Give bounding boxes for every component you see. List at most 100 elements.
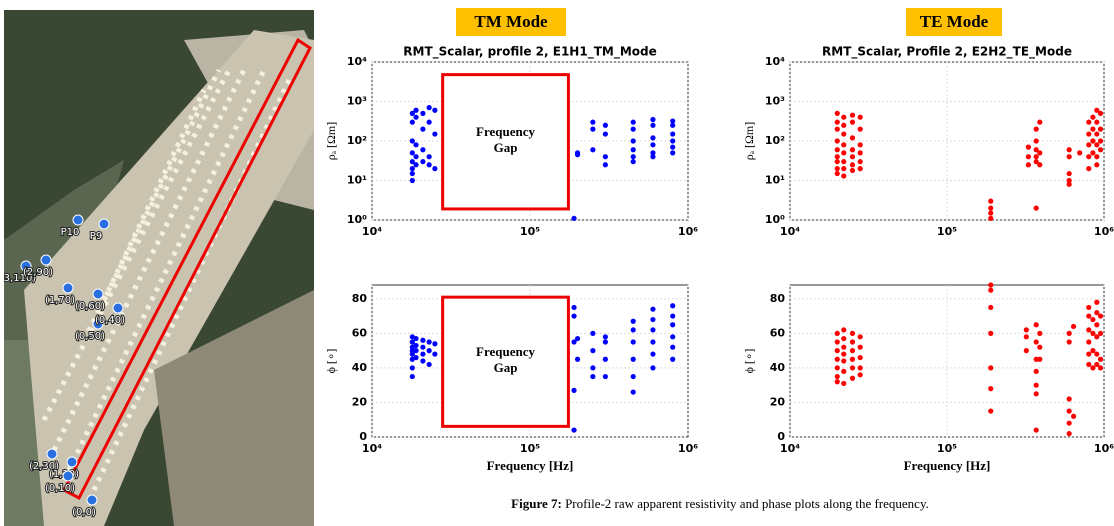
point [835, 154, 840, 159]
point [670, 138, 675, 143]
point [1094, 322, 1099, 327]
x-tick-label: 10⁴ [780, 225, 800, 238]
y-tick-label: 10² [347, 134, 367, 147]
point [1034, 322, 1039, 327]
annotation: Frequency [476, 344, 535, 359]
point [850, 120, 855, 125]
point [427, 105, 432, 110]
point [1094, 162, 1099, 167]
point [650, 339, 655, 344]
point [1067, 154, 1072, 159]
point [1034, 427, 1039, 432]
point [1067, 408, 1072, 413]
point [1024, 348, 1029, 353]
point [1071, 324, 1076, 329]
point [1067, 431, 1072, 436]
point [590, 348, 595, 353]
point [650, 117, 655, 122]
y-tick-label: 80 [352, 292, 368, 305]
point [410, 120, 415, 125]
point [841, 150, 846, 155]
x-tick-label: 10⁶ [1094, 225, 1114, 238]
point [850, 162, 855, 167]
point [988, 210, 993, 215]
point [858, 115, 863, 120]
point [841, 173, 846, 178]
point [1086, 313, 1091, 318]
point [988, 386, 993, 391]
point [858, 127, 863, 132]
point [835, 339, 840, 344]
x-tick-label: 10⁴ [362, 225, 382, 238]
point [603, 339, 608, 344]
caption-label: Figure 7: [511, 496, 562, 511]
y-tick-label: 10³ [765, 95, 785, 108]
point [835, 365, 840, 370]
x-tick-label: 10⁵ [520, 442, 540, 455]
point [1037, 162, 1042, 167]
point [650, 135, 655, 140]
point [1098, 365, 1103, 370]
point [850, 168, 855, 173]
point [1037, 120, 1042, 125]
point [1086, 305, 1091, 310]
point [1077, 150, 1082, 155]
point [432, 351, 437, 356]
y-tick-label: 10⁰ [347, 213, 367, 226]
point [1086, 327, 1091, 332]
point [858, 345, 863, 350]
point [432, 108, 437, 113]
point [631, 389, 636, 394]
y-tick-label: 10⁴ [765, 55, 785, 68]
annotation: Gap [494, 360, 518, 375]
y-axis-label: ϕ [∘] [742, 349, 756, 374]
point [1094, 131, 1099, 136]
point [420, 111, 425, 116]
point [1098, 147, 1103, 152]
y-tick-label: 60 [770, 326, 786, 339]
y-tick-label: 0 [359, 430, 367, 443]
point [650, 123, 655, 128]
point [835, 127, 840, 132]
point [1034, 206, 1039, 211]
point [1094, 142, 1099, 147]
point [650, 317, 655, 322]
point [1037, 345, 1042, 350]
point [850, 376, 855, 381]
point [1090, 365, 1095, 370]
point [1090, 138, 1095, 143]
point [575, 152, 580, 157]
point [420, 345, 425, 350]
point [1094, 300, 1099, 305]
point [650, 142, 655, 147]
point [1067, 421, 1072, 426]
point [858, 159, 863, 164]
point [420, 159, 425, 164]
point [841, 351, 846, 356]
point [835, 111, 840, 116]
point [631, 357, 636, 362]
point [590, 127, 595, 132]
x-tick-label: 10⁵ [937, 225, 957, 238]
point [858, 365, 863, 370]
y-axis-label: ϕ [∘] [324, 349, 338, 374]
point [858, 142, 863, 147]
point [1090, 127, 1095, 132]
point [420, 338, 425, 343]
point [835, 171, 840, 176]
point [650, 327, 655, 332]
point [631, 319, 636, 324]
point [631, 147, 636, 152]
y-tick-label: 10⁰ [765, 213, 785, 226]
point [432, 131, 437, 136]
point [988, 365, 993, 370]
point [427, 339, 432, 344]
point [1098, 331, 1103, 336]
point [1024, 327, 1029, 332]
point [1026, 162, 1031, 167]
point [410, 138, 415, 143]
point [835, 166, 840, 171]
point [1037, 357, 1042, 362]
y-tick-label: 20 [770, 395, 786, 408]
point [1098, 313, 1103, 318]
